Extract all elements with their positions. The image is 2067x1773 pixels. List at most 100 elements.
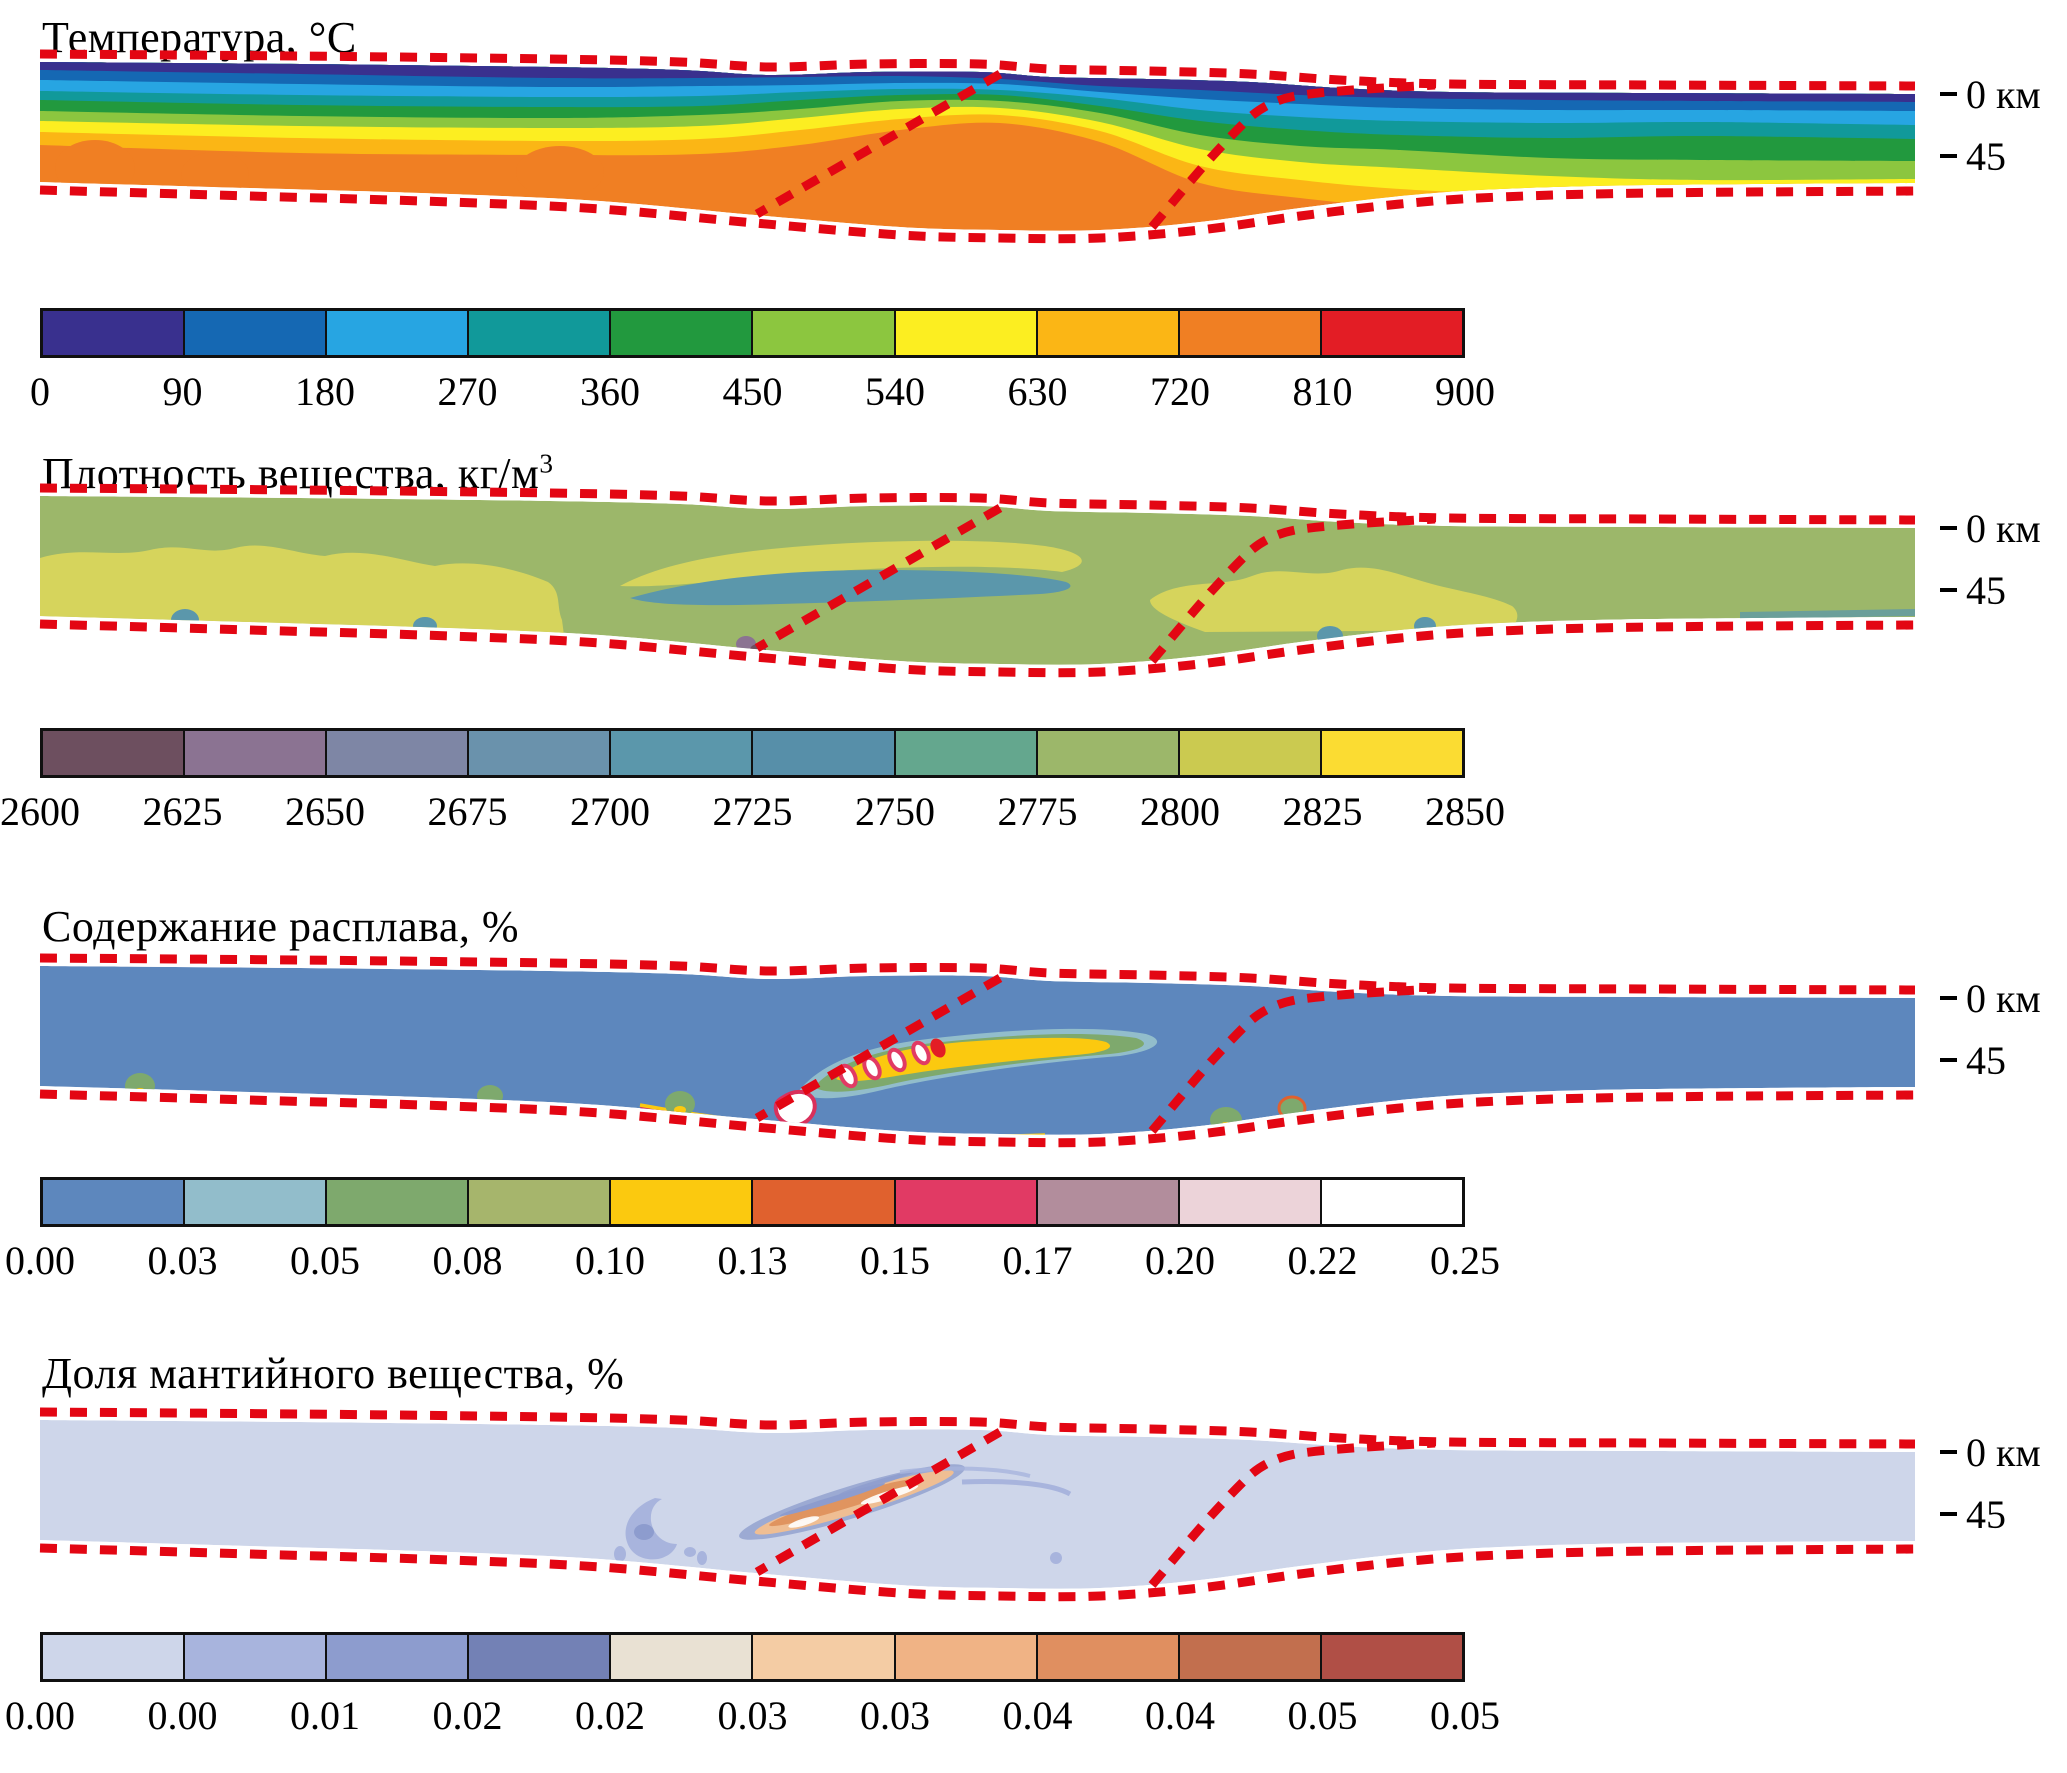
model-top-boundary (39, 953, 1916, 995)
depth-tick-label: 0 км (1966, 72, 2041, 117)
colorbar-cell (467, 1180, 610, 1224)
intrusion-streak (839, 1470, 916, 1495)
colorbar-cell (1035, 311, 1178, 355)
colorbar-cell (893, 731, 1036, 775)
colorbar-tick-label: 2600 (0, 789, 80, 834)
depth-tick-0km: 0 км (1940, 1430, 2067, 1475)
colorbar-tick-label: 0.25 (1430, 1238, 1500, 1283)
mantle-speck (614, 1546, 626, 1562)
fault-line-left (754, 70, 1003, 218)
model-top-boundary (39, 49, 1916, 91)
colorbar-tick-label: 0.10 (575, 1238, 645, 1283)
colorbar-cell (1319, 311, 1462, 355)
colorbar-cell (1177, 311, 1320, 355)
melt-diapir (911, 1040, 931, 1066)
section-body (40, 62, 1915, 231)
colorbar-cell (1319, 1180, 1462, 1224)
colorbar-tick-label: 2850 (1425, 789, 1505, 834)
depth-tick-label: 0 км (1966, 976, 2041, 1021)
colorbar-tick-label: 2800 (1140, 789, 1220, 834)
colorbar-labels-density: 2600 2625 2650 2675 2700 2725 2750 2775 2800 2825… (0, 788, 1505, 834)
depth-tick-0km: 0 км (1940, 72, 2067, 117)
colorbar-tick-label: 0.04 (1002, 1693, 1073, 1738)
colorbar-tick-label: 90 (162, 369, 203, 414)
colorbar-cell (325, 1635, 468, 1679)
colorbar-cell (609, 1635, 752, 1679)
mantle-crescent-core (634, 1524, 654, 1540)
tick-dash (1940, 1058, 1957, 1062)
model-top-boundary (39, 1407, 1916, 1449)
cross-section-melt (39, 953, 1916, 1148)
colorbar-tick-label: 2725 (712, 789, 793, 834)
depth-tick-0km: 0 км (1940, 976, 2067, 1021)
colorbar-tick-label: 0.04 (1145, 1693, 1215, 1738)
colorbar-tick-label: 0.22 (1287, 1238, 1358, 1283)
colorbar-cell (1035, 1180, 1178, 1224)
colorbar-tick-label: 270 (437, 369, 498, 414)
colorbar-cell (609, 311, 752, 355)
tick-dash (1940, 1512, 1957, 1516)
colorbar-tick-label: 2625 (142, 789, 223, 834)
cross-section-mantle (39, 1407, 1916, 1602)
intrusion-streak (769, 1478, 919, 1527)
depth-tick-45: 45 (1940, 134, 2067, 179)
colorbar-labels-melt: 0.00 0.03 0.05 0.08 0.10 0.13 0.15 0.17 0.20 0.22… (5, 1237, 1500, 1283)
colorbar-tick-label: 180 (295, 369, 355, 414)
colorbar-cell (325, 731, 468, 775)
tick-dash (1940, 154, 1957, 158)
colorbar-cell (43, 311, 184, 355)
colorbar-cell (751, 731, 894, 775)
colorbar-tick-label: 0.05 (1430, 1693, 1500, 1738)
hot-mound (516, 146, 604, 198)
melt-bump-core (674, 1106, 686, 1114)
melt-diapir (887, 1047, 907, 1073)
colorbar-tick-label: 540 (865, 369, 925, 414)
colorbar-tick-label: 0.02 (575, 1693, 645, 1738)
tick-dash (1940, 526, 1957, 530)
colorbar-tick-label: 630 (1007, 369, 1068, 414)
intrusion-streak (779, 1483, 886, 1516)
colorbar-tick-label: 360 (580, 369, 640, 414)
fault-line-right (1148, 514, 1436, 664)
colorbar-tick-label: 2700 (570, 789, 650, 834)
low-density-cap (620, 540, 1082, 587)
dense-speck (736, 636, 756, 652)
colorbar-cell (467, 311, 610, 355)
colorbar-tick-label: 0.03 (147, 1238, 218, 1283)
cross-section-temperature (39, 49, 1916, 244)
colorbar-tick-label: 2775 (997, 789, 1078, 834)
colorbar-cell (1035, 731, 1178, 775)
colorbar-cell (609, 1180, 752, 1224)
depth-tick-label: 0 км (1966, 506, 2041, 551)
melt-hot-spot (930, 1038, 946, 1058)
dense-tongue (630, 570, 1071, 606)
colorbar-tick-label: 0.00 (147, 1693, 218, 1738)
model-top-boundary (39, 483, 1916, 525)
colorbar-density (40, 728, 1465, 778)
colorbar-tick-label: 2825 (1282, 789, 1363, 834)
colorbar-tick-label: 0.01 (290, 1693, 360, 1738)
colorbar-tick-label: 0.17 (1002, 1238, 1073, 1283)
depth-tick-45: 45 (1940, 1038, 2067, 1083)
panel-title-text: Содержание расплава, % (42, 902, 520, 951)
tick-dash (1940, 996, 1957, 1000)
depth-tick-label: 45 (1966, 1492, 2006, 1537)
hot-mound (181, 152, 249, 196)
colorbar-tick-label: 0.20 (1145, 1238, 1215, 1283)
colorbar-cell (1035, 1635, 1178, 1679)
colorbar-labels-temperature: 0 90 180 270 360 450 540 630 720 810 900 (30, 368, 1495, 414)
colorbar-tick-label: 2750 (855, 789, 935, 834)
model-bottom-boundary (39, 1543, 1916, 1602)
depth-tick-0km: 0 км (1940, 506, 2067, 551)
fault-line-left (754, 1428, 1003, 1576)
colorbar-cell (43, 1635, 184, 1679)
fault-line-right (1148, 1438, 1436, 1588)
panel-title-text: Доля мантийного вещества, % (42, 1349, 625, 1398)
tick-dash (1940, 1450, 1957, 1454)
colorbar-cell (751, 1635, 894, 1679)
colorbar-tick-label: 720 (1150, 369, 1210, 414)
mantle-speck (697, 1551, 707, 1565)
section-body (40, 1420, 1915, 1589)
depth-tick-label: 0 км (1966, 1430, 2041, 1475)
colorbar-tick-label: 0.15 (860, 1238, 930, 1283)
